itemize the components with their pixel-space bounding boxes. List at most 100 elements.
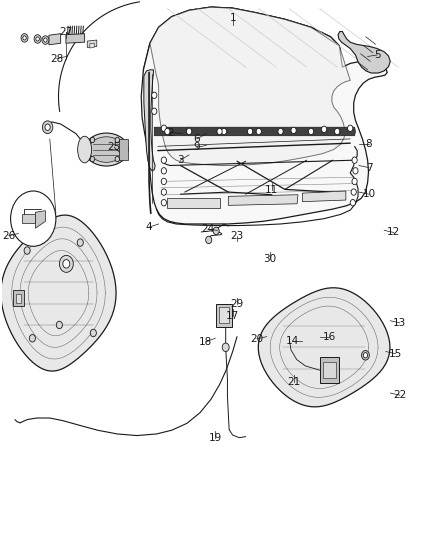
Circle shape (351, 189, 357, 195)
Polygon shape (320, 357, 339, 383)
Text: 24: 24 (201, 224, 215, 235)
Text: 8: 8 (366, 139, 372, 149)
Ellipse shape (78, 136, 92, 163)
Polygon shape (119, 139, 128, 160)
Polygon shape (22, 214, 35, 223)
Circle shape (152, 92, 157, 99)
Text: 9: 9 (194, 142, 200, 152)
Text: 5: 5 (374, 50, 381, 60)
Polygon shape (49, 34, 61, 45)
Polygon shape (216, 304, 232, 327)
Circle shape (34, 35, 41, 43)
Circle shape (350, 199, 356, 206)
Polygon shape (87, 40, 97, 47)
Circle shape (60, 255, 73, 272)
Ellipse shape (85, 133, 128, 166)
Polygon shape (323, 362, 336, 378)
Text: 13: 13 (393, 318, 406, 328)
Circle shape (291, 127, 296, 134)
Circle shape (36, 37, 39, 41)
Polygon shape (143, 7, 341, 80)
Circle shape (57, 321, 62, 329)
Polygon shape (150, 7, 350, 165)
Text: 18: 18 (199, 337, 212, 347)
Circle shape (165, 128, 170, 135)
Circle shape (115, 157, 120, 162)
Circle shape (115, 138, 120, 143)
Text: 7: 7 (366, 163, 372, 173)
Polygon shape (90, 43, 94, 48)
Circle shape (247, 128, 253, 135)
Text: 30: 30 (263, 254, 276, 263)
Polygon shape (66, 34, 85, 43)
Text: 17: 17 (226, 311, 239, 321)
Polygon shape (167, 198, 219, 208)
Polygon shape (258, 288, 390, 407)
Text: 15: 15 (389, 349, 402, 359)
Text: 29: 29 (230, 298, 244, 309)
Circle shape (63, 260, 70, 268)
Circle shape (187, 128, 192, 135)
Circle shape (24, 247, 30, 254)
Circle shape (161, 157, 166, 164)
Circle shape (23, 36, 26, 40)
Text: 21: 21 (287, 377, 300, 387)
Polygon shape (141, 7, 387, 224)
Circle shape (152, 108, 157, 115)
Circle shape (42, 121, 53, 134)
Circle shape (77, 239, 83, 246)
Circle shape (29, 335, 35, 342)
Polygon shape (154, 127, 356, 136)
Circle shape (352, 178, 357, 184)
Text: 11: 11 (265, 185, 279, 195)
Text: 28: 28 (50, 54, 64, 63)
Circle shape (161, 178, 166, 184)
Text: 25: 25 (108, 142, 121, 152)
Circle shape (363, 353, 367, 358)
Polygon shape (302, 191, 346, 201)
Polygon shape (1, 215, 116, 371)
Circle shape (21, 34, 28, 42)
Polygon shape (338, 31, 390, 73)
Polygon shape (16, 294, 21, 303)
Circle shape (161, 189, 166, 195)
Text: 16: 16 (323, 332, 336, 342)
Circle shape (321, 126, 327, 133)
Text: 2: 2 (167, 127, 174, 138)
Polygon shape (228, 195, 298, 205)
Circle shape (335, 128, 340, 135)
Polygon shape (35, 211, 46, 228)
Text: 10: 10 (362, 189, 375, 199)
Circle shape (308, 128, 314, 135)
Circle shape (161, 199, 166, 206)
Circle shape (45, 124, 50, 131)
Circle shape (352, 157, 357, 164)
Circle shape (90, 329, 96, 337)
Text: 22: 22 (393, 390, 406, 400)
Circle shape (90, 157, 95, 162)
Polygon shape (144, 70, 155, 171)
Circle shape (353, 167, 358, 174)
Circle shape (90, 138, 95, 143)
Text: 1: 1 (230, 13, 236, 23)
Text: 23: 23 (230, 231, 244, 241)
Circle shape (11, 191, 56, 246)
Text: 12: 12 (387, 228, 400, 238)
Circle shape (221, 128, 226, 135)
Circle shape (213, 227, 219, 235)
Circle shape (161, 167, 166, 174)
Text: 4: 4 (146, 222, 152, 232)
Ellipse shape (89, 137, 124, 163)
Circle shape (187, 127, 192, 134)
Circle shape (348, 125, 353, 132)
Text: 26: 26 (2, 231, 15, 241)
Circle shape (278, 128, 283, 135)
Text: 14: 14 (286, 336, 299, 346)
Circle shape (206, 236, 212, 244)
Polygon shape (219, 308, 229, 324)
Text: 20: 20 (251, 334, 264, 344)
Text: 27: 27 (60, 27, 73, 37)
Circle shape (256, 128, 261, 135)
Circle shape (222, 343, 229, 352)
Circle shape (361, 351, 369, 360)
